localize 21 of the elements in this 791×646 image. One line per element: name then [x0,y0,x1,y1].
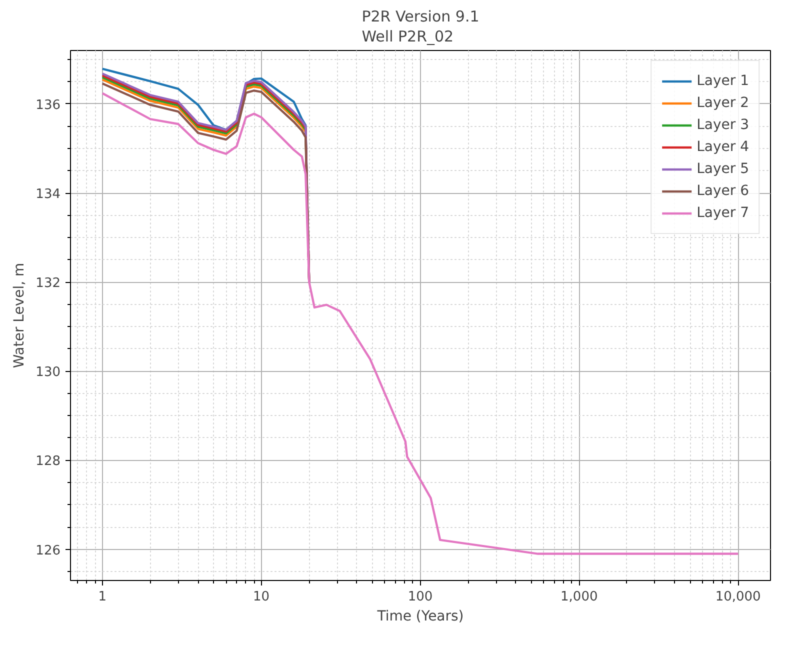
legend-label: Layer 5 [696,161,749,177]
x-tick-label: 100 [408,590,433,604]
x-axis-title: Time (Years) [376,608,464,624]
legend-label: Layer 2 [696,95,749,111]
x-tick-label: 1 [98,590,107,604]
y-axis-title: Water Level, m [12,262,28,368]
y-tick-label: 136 [36,98,61,113]
y-tick-label: 134 [36,187,61,202]
legend-label: Layer 3 [696,117,749,133]
x-tick-label: 10 [253,590,270,604]
legend-label: Layer 1 [696,73,749,89]
y-tick-label: 130 [36,365,61,380]
y-tick-label: 126 [36,543,61,558]
x-tick-label: 10,000 [715,590,761,604]
y-tick-label: 128 [36,454,61,470]
legend-label: Layer 4 [696,139,749,155]
x-tick-label: 1,000 [560,590,598,604]
y-tick-label: 132 [36,276,61,292]
legend-label: Layer 7 [696,205,749,221]
legend-label: Layer 6 [696,183,749,199]
chart-title: P2R Version 9.1 Well P2R_02 [362,8,480,46]
